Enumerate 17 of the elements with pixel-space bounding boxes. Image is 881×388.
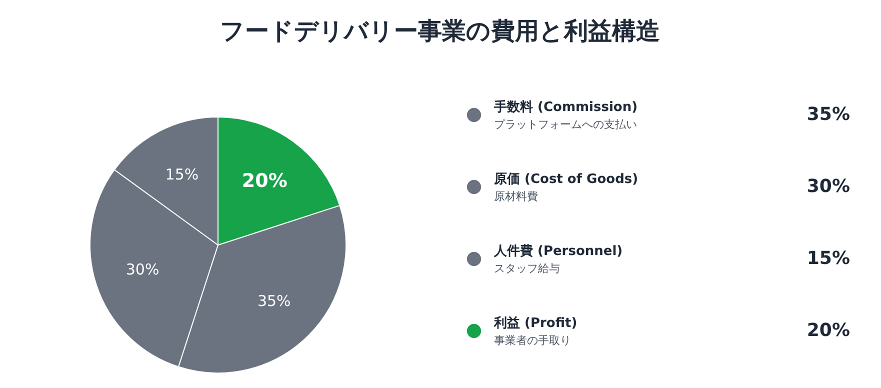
text: 30% <box>806 176 850 197</box>
text: スタッフ給与 <box>494 262 560 275</box>
data-label: 35% <box>257 292 291 310</box>
data-label: 20% <box>242 170 288 192</box>
chart-title: フードデリバリー事業の費用と利益構造 <box>220 17 660 45</box>
legend-label: 人件費 (Personnel) <box>493 244 623 259</box>
text: 35% <box>806 104 850 125</box>
text: 事業者の手取り <box>494 334 571 347</box>
data-label: 30% <box>126 260 160 279</box>
data-label: 15% <box>165 165 199 184</box>
legend-label: 利益 (Profit) <box>493 315 578 331</box>
legend-label: 原価 (Cost of Goods) <box>493 172 638 187</box>
text: プラットフォームへの支払い <box>494 118 637 131</box>
text: 原材料費 <box>494 190 538 203</box>
text: 20% <box>806 320 850 341</box>
text: 15% <box>806 248 850 269</box>
legend-label: 手数料 (Commission) <box>493 99 638 115</box>
